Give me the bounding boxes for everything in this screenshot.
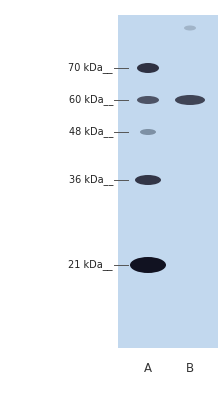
- Ellipse shape: [184, 26, 196, 30]
- Ellipse shape: [137, 96, 159, 104]
- Bar: [118, 15, 218, 348]
- Text: 60 kDa__: 60 kDa__: [69, 94, 113, 106]
- Ellipse shape: [135, 175, 161, 185]
- Text: 36 kDa__: 36 kDa__: [69, 174, 113, 186]
- Text: B: B: [186, 362, 194, 374]
- Ellipse shape: [137, 63, 159, 73]
- Ellipse shape: [130, 257, 166, 273]
- Ellipse shape: [140, 129, 156, 135]
- Text: 70 kDa__: 70 kDa__: [68, 62, 113, 74]
- Text: 21 kDa__: 21 kDa__: [68, 260, 113, 270]
- Text: A: A: [144, 362, 152, 374]
- Text: 48 kDa__: 48 kDa__: [69, 126, 113, 138]
- Ellipse shape: [175, 95, 205, 105]
